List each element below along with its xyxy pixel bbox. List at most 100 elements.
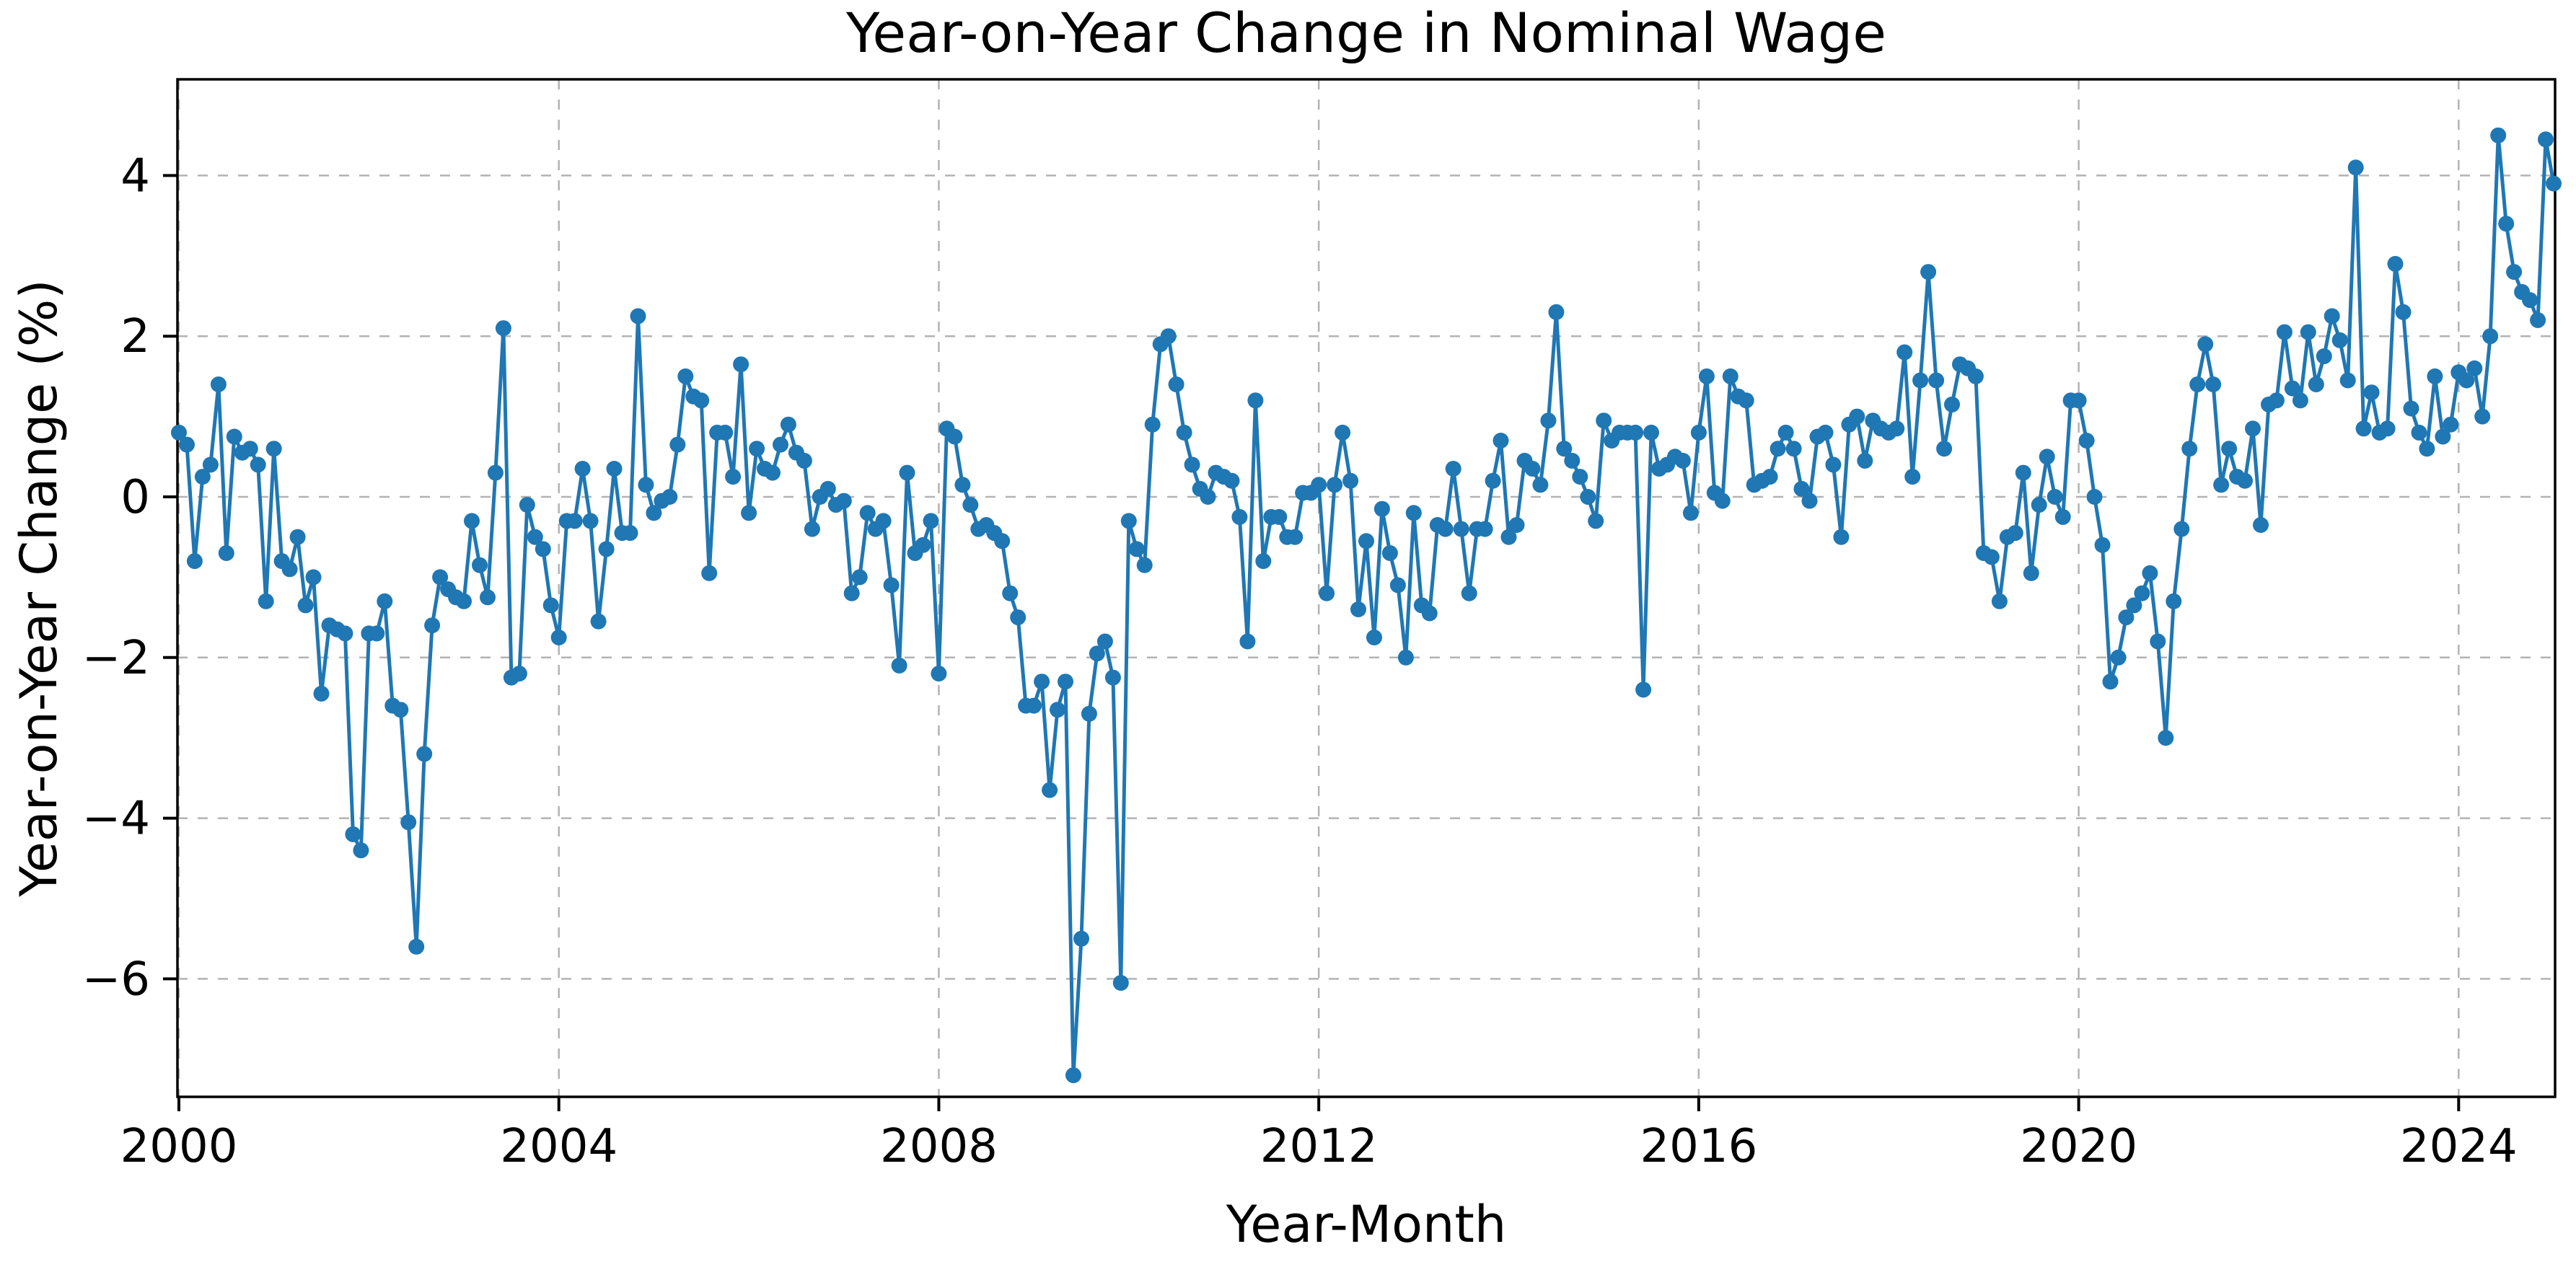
y-axis-label: Year-on-Year Change (%)	[9, 279, 69, 897]
data-point	[765, 464, 781, 481]
data-point	[2189, 376, 2206, 392]
data-point	[2300, 324, 2316, 340]
data-point	[1532, 477, 1549, 493]
data-point	[1010, 609, 1027, 626]
data-point	[1112, 975, 1129, 991]
data-point	[1904, 469, 1921, 485]
data-point	[464, 513, 480, 529]
data-point	[281, 561, 298, 578]
data-point	[1160, 328, 1177, 345]
data-point	[1690, 424, 1707, 441]
data-point	[1144, 416, 1161, 433]
data-point	[1477, 521, 1493, 537]
data-point	[923, 513, 939, 529]
data-point	[1500, 529, 1517, 545]
data-point	[1912, 372, 1929, 389]
data-point	[2221, 441, 2238, 457]
data-point	[487, 464, 504, 481]
data-point	[456, 593, 472, 609]
data-point	[2126, 597, 2142, 614]
data-point	[2474, 408, 2491, 425]
data-point	[1793, 480, 1810, 497]
data-point	[1096, 633, 1113, 650]
data-point	[2355, 420, 2372, 437]
data-point	[2054, 508, 2071, 525]
data-point	[2094, 537, 2111, 553]
data-point	[1223, 472, 1240, 489]
data-point	[1342, 472, 1359, 489]
data-point	[725, 469, 742, 485]
data-point	[566, 513, 583, 529]
data-point	[1065, 1067, 1081, 1084]
data-point	[851, 569, 868, 586]
data-point	[1801, 493, 1818, 509]
data-point	[2173, 521, 2190, 537]
x-tick-label-2008: 2008	[880, 1120, 998, 1173]
data-point	[646, 505, 662, 521]
data-point	[2031, 497, 2047, 513]
data-point	[194, 469, 211, 485]
data-point	[733, 356, 749, 373]
data-point	[2435, 428, 2451, 445]
data-point	[915, 537, 931, 553]
data-point	[859, 505, 876, 521]
data-point	[2245, 420, 2261, 437]
data-point	[1366, 630, 1382, 645]
data-point	[527, 529, 543, 545]
data-point	[1920, 264, 1937, 281]
data-point	[258, 593, 274, 609]
data-point	[1508, 517, 1525, 533]
data-point	[2150, 633, 2166, 650]
data-point	[1849, 408, 1865, 425]
data-point	[780, 416, 796, 433]
data-point	[2498, 216, 2515, 232]
data-point	[2015, 464, 2031, 481]
data-point	[2110, 649, 2127, 666]
data-point	[1722, 368, 1738, 384]
data-point	[1936, 441, 1953, 457]
data-point	[186, 553, 203, 570]
data-point	[1485, 472, 1501, 489]
data-point	[1674, 452, 1691, 469]
data-point	[630, 308, 646, 325]
data-point	[345, 826, 361, 842]
data-point	[2482, 328, 2499, 345]
data-point	[1104, 669, 1121, 686]
data-point	[2395, 304, 2412, 320]
data-point	[891, 657, 907, 674]
data-point	[773, 436, 788, 453]
data-point	[353, 842, 369, 859]
data-point	[535, 541, 551, 557]
data-point	[1034, 674, 1050, 690]
data-point	[1635, 681, 1652, 698]
data-point	[954, 477, 971, 493]
data-point	[843, 585, 860, 601]
data-point	[2134, 585, 2150, 601]
data-point	[1928, 372, 1945, 389]
data-point	[1350, 601, 1366, 617]
data-point	[2331, 332, 2348, 348]
data-point	[677, 368, 694, 384]
data-series	[171, 127, 2562, 1084]
data-point	[1176, 424, 1192, 441]
data-point	[1397, 649, 1414, 666]
data-point	[2023, 565, 2039, 581]
data-point	[2363, 384, 2380, 401]
data-point	[2538, 131, 2554, 148]
data-point	[2522, 292, 2538, 309]
data-point	[1596, 412, 1612, 429]
data-point	[1381, 545, 1398, 561]
data-point	[210, 376, 227, 392]
x-tick-label-2024: 2024	[2400, 1120, 2518, 1173]
data-point	[1453, 521, 1469, 537]
data-point	[1184, 456, 1200, 473]
data-point	[2530, 312, 2546, 328]
data-point	[1026, 697, 1042, 714]
data-point	[1042, 782, 1058, 798]
data-point	[313, 685, 330, 702]
data-point	[179, 436, 195, 453]
x-tick-label-2004: 2004	[500, 1120, 617, 1173]
data-point	[1089, 645, 1105, 662]
data-point	[242, 441, 258, 457]
data-point	[2403, 400, 2419, 417]
